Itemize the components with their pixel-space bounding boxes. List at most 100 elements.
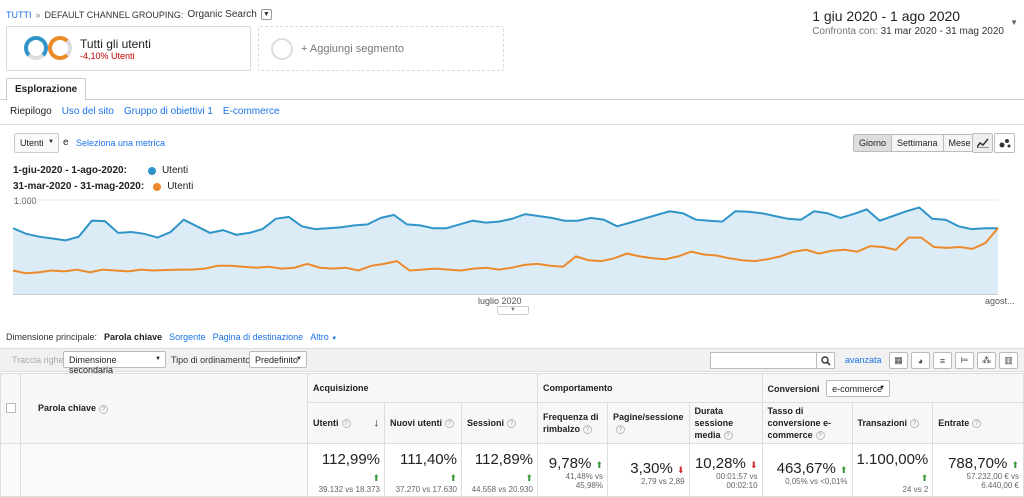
total-compare-detail: 44.558 vs 20.930 bbox=[471, 485, 533, 494]
motion-chart-icon[interactable] bbox=[994, 133, 1015, 153]
granularity-month[interactable]: Mese bbox=[943, 135, 976, 151]
sort-type-value: Predefinito bbox=[255, 355, 299, 365]
breadcrumb-root[interactable]: TUTTI bbox=[6, 9, 32, 20]
totals-label bbox=[20, 443, 308, 497]
breadcrumb-dimension: DEFAULT CHANNEL GROUPING: bbox=[44, 9, 184, 20]
col-sessions[interactable]: Sessioni? bbox=[461, 402, 538, 444]
search-icon[interactable] bbox=[816, 353, 834, 368]
table-search-input[interactable] bbox=[710, 352, 835, 369]
total-change-value: 9,78% ⬆ bbox=[548, 455, 603, 472]
col-pages-session[interactable]: Pagine/sessione? bbox=[607, 402, 690, 444]
blue-ring-icon bbox=[24, 35, 48, 60]
dimension-other[interactable]: Altro ▼ bbox=[310, 332, 338, 342]
help-icon[interactable]: ? bbox=[910, 419, 920, 429]
total-cell: 9,78% ⬆ 41,48% vs 45,98% bbox=[537, 443, 608, 497]
granularity-toggle: Giorno Settimana Mese bbox=[853, 134, 977, 152]
comparison-view-icon[interactable]: ⊨ bbox=[955, 352, 974, 369]
help-icon[interactable]: ? bbox=[507, 419, 517, 429]
performance-view-icon[interactable]: ≡ bbox=[933, 352, 952, 369]
col-new-users[interactable]: Nuovi utenti? bbox=[384, 402, 462, 444]
col-conv-rate[interactable]: Tasso di conversione e-commerce? bbox=[761, 402, 853, 444]
help-icon[interactable]: ? bbox=[341, 419, 351, 429]
series-line bbox=[12, 227, 999, 275]
sort-desc-icon[interactable]: ↓ bbox=[373, 417, 380, 429]
plot-rows-button[interactable]: Traccia righe bbox=[12, 355, 64, 365]
help-icon[interactable]: ? bbox=[583, 425, 593, 435]
chevron-down-icon: ▼ bbox=[296, 356, 302, 362]
subtab-ecommerce[interactable]: E-commerce bbox=[222, 106, 280, 117]
col-transactions[interactable]: Transazioni? bbox=[851, 402, 934, 444]
total-cell: 10,28% ⬇ 00:01:57 vs 00:02:10 bbox=[688, 443, 763, 497]
legend-dot-icon bbox=[147, 166, 156, 175]
total-compare-detail: 00:01:57 vs 00:02:10 bbox=[716, 472, 758, 490]
breadcrumb-separator: » bbox=[35, 9, 41, 20]
chevron-down-icon: ▼ bbox=[48, 139, 54, 145]
add-segment-label: + Aggiungi segmento bbox=[301, 42, 405, 55]
add-segment[interactable]: + Aggiungi segmento bbox=[258, 26, 504, 71]
group-conversions-label: Conversioni bbox=[767, 383, 820, 394]
dimension-source[interactable]: Sorgente bbox=[169, 332, 206, 342]
tab-explorer[interactable]: Esplorazione bbox=[6, 78, 87, 101]
col-avg-duration[interactable]: Durata sessione media? bbox=[688, 402, 763, 444]
x-tick-label: agost... bbox=[985, 296, 1015, 306]
metric-select[interactable]: Utenti ▼ bbox=[14, 133, 59, 153]
total-compare-detail: 39.132 vs 18.373 bbox=[318, 485, 380, 494]
collapse-chart-handle[interactable]: ▼ bbox=[497, 306, 529, 315]
total-compare-detail: 37.270 vs 17.630 bbox=[395, 485, 457, 494]
table-view-icon[interactable]: ▦ bbox=[889, 352, 908, 369]
pivot-view-icon[interactable]: ▥ bbox=[999, 352, 1018, 369]
granularity-week[interactable]: Settimana bbox=[892, 135, 944, 151]
secondary-dimension-select[interactable]: Dimensione secondaria ▼ bbox=[63, 351, 166, 375]
chevron-down-icon: ▼ bbox=[879, 384, 886, 391]
select-metric-link[interactable]: Seleziona una metrica bbox=[76, 138, 166, 148]
help-icon[interactable]: ? bbox=[815, 431, 825, 441]
legend-name: Utenti bbox=[161, 165, 189, 176]
granularity-day[interactable]: Giorno bbox=[854, 135, 893, 151]
subtab-site-usage[interactable]: Uso del sito bbox=[61, 106, 114, 117]
segment-title: Tutti gli utenti bbox=[80, 36, 151, 51]
arrow-up-icon: ⬆ bbox=[840, 464, 848, 475]
keyword-header[interactable]: Parola chiave? bbox=[20, 373, 308, 444]
chevron-down-icon: ▼ bbox=[331, 336, 338, 342]
advanced-filter-link[interactable]: avanzata bbox=[845, 355, 882, 365]
group-acquisition: Acquisizione bbox=[307, 373, 538, 403]
legend-period: 31-mar-2020 - 31-mag-2020: bbox=[13, 181, 145, 192]
arrow-down-icon: ⬇ bbox=[677, 464, 685, 475]
date-range-picker[interactable]: 1 giu 2020 - 1 ago 2020 Confronta con: 3… bbox=[812, 8, 1018, 37]
total-compare-detail: 0,05% vs <0,01% bbox=[785, 476, 848, 486]
pie-view-icon[interactable]: ◕ bbox=[911, 352, 930, 369]
help-icon[interactable]: ? bbox=[445, 419, 454, 429]
total-cell: 463,67% ⬆ 0,05% vs <0,01% bbox=[761, 443, 853, 497]
dimension-keyword[interactable]: Parola chiave bbox=[104, 332, 163, 342]
col-users[interactable]: Utenti? ↓ bbox=[307, 402, 385, 444]
help-icon[interactable]: ? bbox=[99, 404, 109, 414]
line-chart-icon[interactable] bbox=[972, 133, 993, 153]
chevron-down-icon[interactable]: ▼ bbox=[1010, 18, 1018, 27]
totals-row: 112,99% ⬆ 39.132 vs 18.373 111,40% ⬆ 37.270… bbox=[0, 443, 1024, 497]
group-behavior: Comportamento bbox=[537, 373, 763, 403]
chevron-down-icon[interactable]: ▼ bbox=[260, 9, 272, 20]
select-all-checkbox[interactable] bbox=[5, 402, 16, 413]
help-icon[interactable]: ? bbox=[723, 431, 733, 441]
help-icon[interactable]: ? bbox=[616, 425, 625, 435]
segment-all-users[interactable]: Tutti gli utenti -4,10% Utenti bbox=[6, 26, 251, 71]
col-bounce-rate[interactable]: Frequenza di rimbalzo? bbox=[537, 402, 608, 444]
total-compare-detail: 2,79 vs 2,89 bbox=[640, 476, 685, 486]
table-toolbar bbox=[0, 348, 1024, 372]
total-change-value: 112,89% ⬆ bbox=[474, 451, 533, 483]
sort-type-select[interactable]: Predefinito ▼ bbox=[249, 351, 307, 368]
legend-period: 1-giu-2020 - 1-ago-2020: bbox=[13, 165, 127, 176]
help-icon[interactable]: ? bbox=[972, 419, 982, 429]
segment-change: -4,10% Utenti bbox=[80, 50, 135, 61]
total-change-value: 788,70% ⬆ bbox=[948, 455, 1019, 472]
col-revenue[interactable]: Entrate? bbox=[932, 402, 1024, 444]
total-change-value: 112,99% ⬆ bbox=[321, 451, 380, 483]
subtab-summary[interactable]: Riepilogo bbox=[10, 106, 52, 117]
legend-series-2: 31-mar-2020 - 31-mag-2020: Utenti bbox=[13, 181, 193, 192]
term-cloud-view-icon[interactable]: ⁂ bbox=[977, 352, 996, 369]
conversion-type-select[interactable]: e-commerce ▼ bbox=[826, 379, 891, 397]
dimension-landing-page[interactable]: Pagina di destinazione bbox=[212, 332, 304, 342]
subtab-goal-set[interactable]: Gruppo di obiettivi 1 bbox=[123, 106, 213, 117]
total-change-value: 3,30% ⬇ bbox=[630, 459, 685, 477]
report-table: Parola chiave? Acquisizione Comportament… bbox=[0, 373, 1024, 497]
